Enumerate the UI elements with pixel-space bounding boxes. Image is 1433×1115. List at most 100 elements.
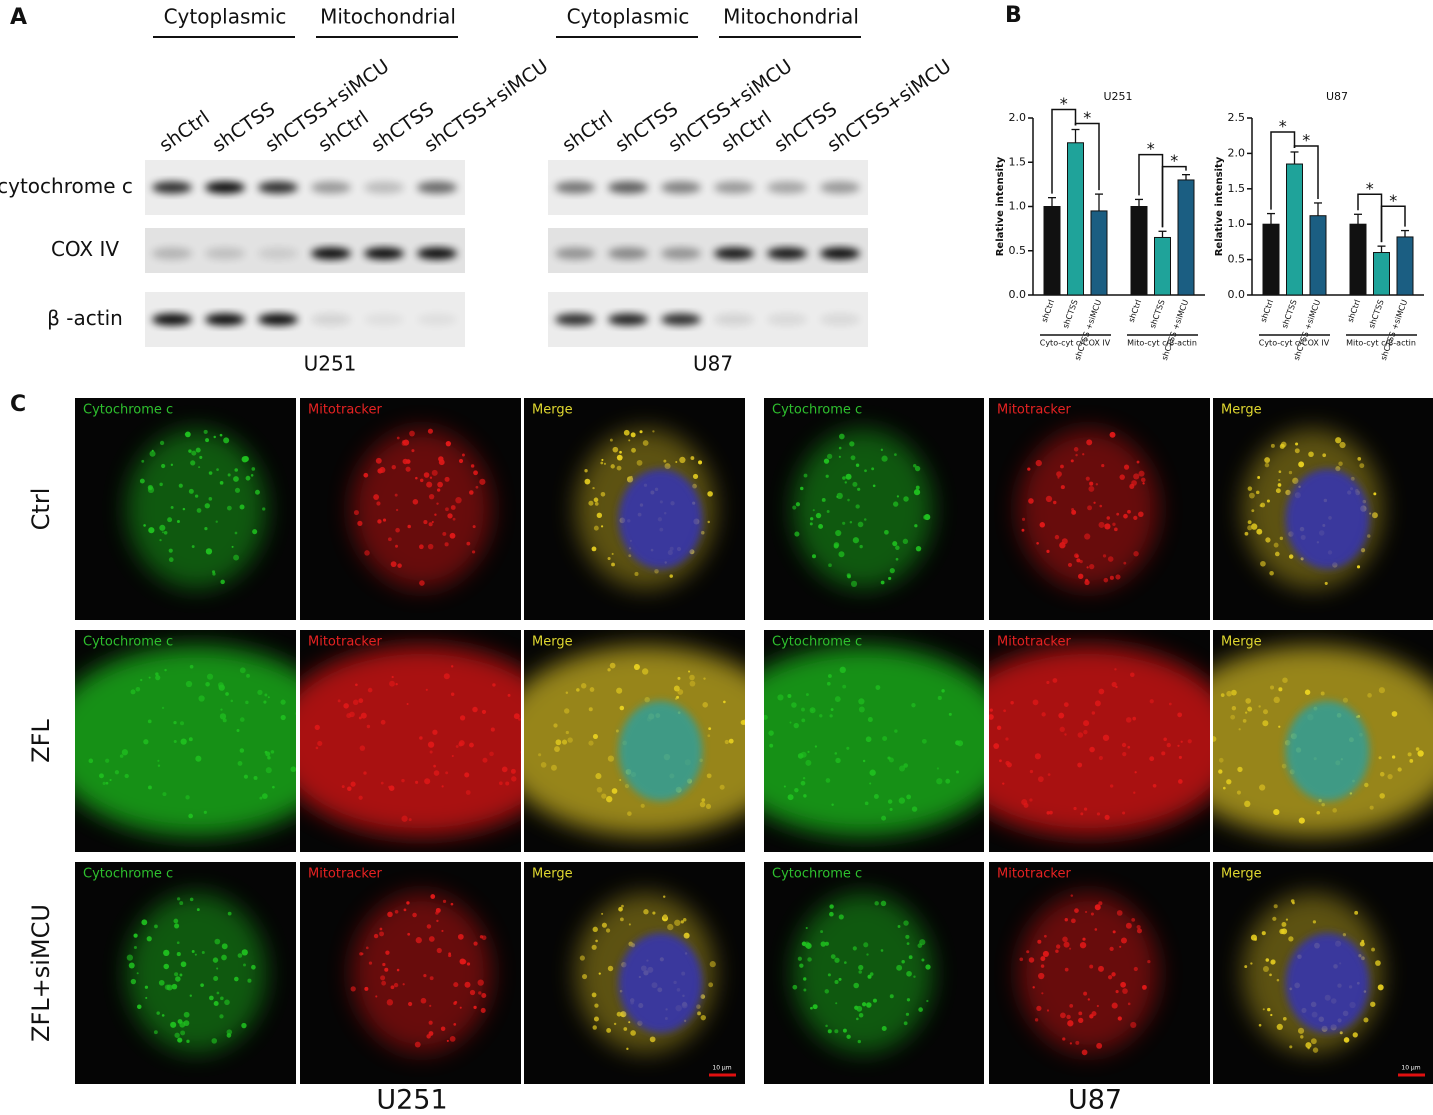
signal-dot	[428, 1020, 433, 1025]
blot-band	[205, 247, 245, 260]
signal-dot	[789, 721, 792, 724]
signal-dot	[363, 771, 367, 775]
blot-band	[767, 247, 807, 260]
signal-dot	[948, 712, 952, 716]
signal-dot	[1161, 751, 1166, 756]
signal-dot	[1290, 899, 1295, 903]
signal-dot	[803, 977, 807, 981]
signal-dot	[999, 759, 1002, 763]
signal-dot	[458, 458, 464, 464]
signal-dot	[198, 466, 201, 469]
signal-dot	[428, 522, 433, 527]
signal-dot	[623, 429, 630, 436]
signal-dot	[225, 692, 229, 696]
channel-label: Cytochrome c	[772, 635, 862, 650]
signal-dot	[437, 481, 443, 488]
signal-dot	[393, 982, 399, 988]
signal-dot	[1272, 916, 1277, 921]
signal-dot	[925, 964, 931, 970]
signal-dot	[692, 483, 697, 489]
signal-dot	[700, 1014, 706, 1021]
signal-dot	[1032, 986, 1035, 989]
signal-dot	[1094, 928, 1098, 931]
signal-dot	[170, 1021, 177, 1028]
signal-dot	[1278, 470, 1282, 474]
signal-dot	[219, 713, 227, 720]
signal-dot	[452, 517, 456, 521]
signal-dot	[1248, 492, 1255, 499]
signal-dot	[363, 472, 369, 478]
nucleus	[618, 469, 703, 569]
row-label: cytochrome c	[0, 174, 133, 198]
signal-dot	[553, 723, 558, 728]
signal-dot	[601, 793, 607, 799]
signal-dot	[889, 567, 895, 574]
blot-band	[258, 247, 298, 260]
signal-dot	[1273, 542, 1279, 548]
signal-dot	[859, 544, 863, 549]
signal-dot	[945, 778, 951, 784]
signal-dot	[652, 911, 656, 915]
signal-dot	[387, 911, 393, 918]
signal-dot	[830, 954, 836, 959]
signal-dot	[846, 573, 851, 578]
signal-dot	[1094, 904, 1101, 911]
x-tick-label: shCTSS +siMCU	[1073, 298, 1103, 361]
signal-dot	[887, 799, 893, 804]
signal-dot	[1305, 1042, 1312, 1049]
signal-dot	[375, 457, 382, 464]
signal-dot	[810, 517, 814, 521]
signal-dot	[807, 957, 812, 962]
significance-bracket	[1293, 145, 1319, 199]
signal-dot	[358, 716, 362, 720]
signal-dot	[447, 513, 453, 519]
signal-dot	[405, 466, 411, 472]
signal-dot	[1019, 957, 1024, 962]
error-bar	[1182, 173, 1190, 180]
signal-dot	[1269, 685, 1275, 690]
signal-dot	[355, 683, 358, 687]
signal-dot	[1231, 689, 1237, 696]
signal-dot	[395, 527, 400, 533]
x-tick-label: shCTSS +siMCU	[1160, 298, 1190, 361]
signal-dot	[1046, 549, 1050, 553]
signal-dot	[1281, 922, 1287, 927]
signal-dot	[176, 941, 180, 945]
signal-dot	[1371, 512, 1378, 519]
signal-dot	[669, 574, 673, 578]
signal-dot	[1005, 760, 1010, 766]
signal-dot	[251, 964, 256, 970]
signal-dot	[705, 803, 712, 809]
signal-dot	[490, 727, 495, 732]
x-tick-label: shCTSS	[1367, 298, 1386, 329]
signal-dot	[446, 1039, 449, 1042]
signal-dot	[601, 458, 604, 461]
channel-label: Cytochrome c	[83, 403, 173, 418]
signal-dot	[1297, 1027, 1305, 1034]
signal-dot	[174, 1032, 180, 1038]
signal-dot	[1089, 563, 1095, 570]
micrograph-content	[1242, 893, 1384, 1053]
signal-dot	[1343, 1037, 1350, 1043]
signal-dot	[810, 1006, 813, 1010]
signal-dot	[377, 468, 383, 474]
signal-dot	[1046, 1009, 1050, 1012]
error-bar	[1401, 229, 1409, 237]
signal-dot	[1242, 719, 1247, 723]
blot	[145, 160, 465, 215]
signal-dot	[397, 563, 402, 568]
signal-dot	[834, 696, 841, 703]
signal-dot	[423, 973, 427, 978]
signal-dot	[913, 463, 917, 468]
signal-dot	[1258, 1023, 1262, 1027]
signal-dot	[811, 709, 814, 712]
channel-label: Merge	[1221, 403, 1262, 418]
signal-dot	[219, 433, 223, 437]
signal-dot	[1090, 912, 1094, 916]
signal-dot	[1310, 1038, 1317, 1045]
signal-dot	[847, 498, 850, 502]
signal-dot	[1027, 467, 1031, 471]
signal-dot	[220, 708, 223, 711]
signal-dot	[426, 481, 433, 488]
signal-dot	[858, 698, 865, 705]
